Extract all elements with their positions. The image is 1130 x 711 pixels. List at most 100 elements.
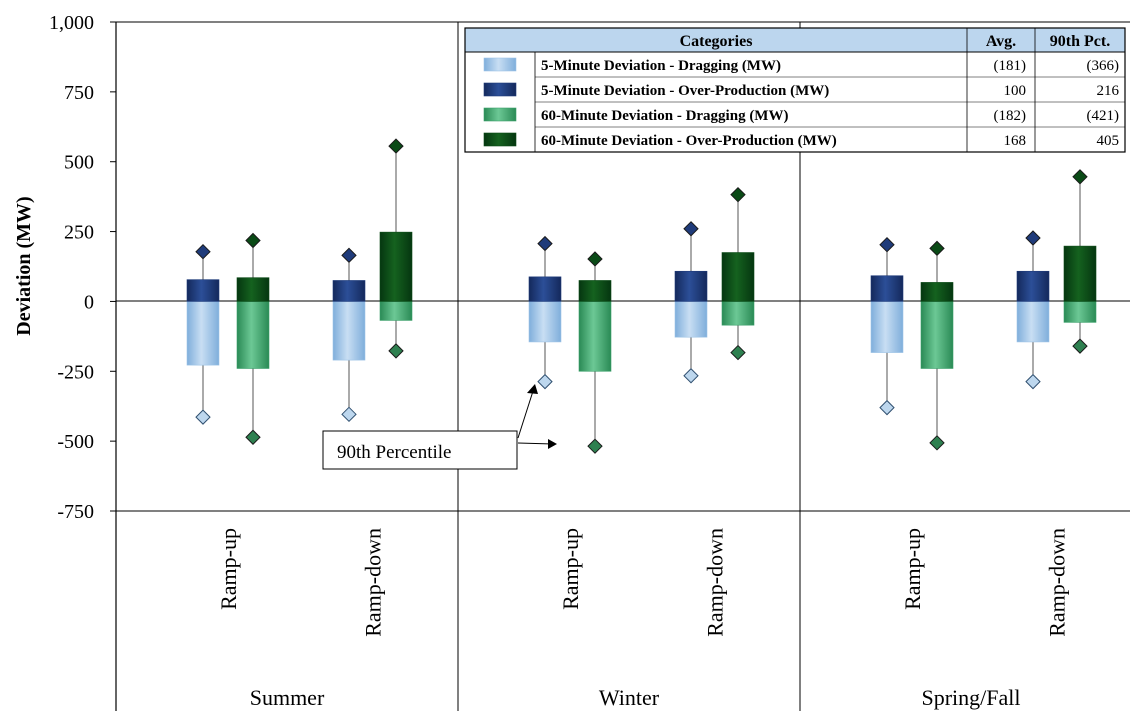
legend-swatch — [483, 82, 517, 97]
legend-p90-value: (421) — [1087, 108, 1120, 124]
bar-summer-ramp-down-s2 — [379, 301, 413, 321]
bar-spring-fall-ramp-up-s3 — [920, 282, 954, 302]
table-border — [464, 27, 1126, 153]
table-header-avg: Avg. — [986, 33, 1016, 50]
p90-marker-spring-fall-ramp-up-s3 — [929, 240, 945, 257]
legend-avg-value: (181) — [994, 58, 1027, 74]
bar-spring-fall-ramp-down-s1 — [1016, 270, 1050, 302]
category-label: Ramp-up — [900, 528, 925, 610]
table-rows: 5-Minute Deviation - Dragging (MW) (181) (… — [483, 57, 1120, 149]
legend-label: 60-Minute Deviation - Dragging (MW) — [541, 108, 788, 124]
bar-winter-ramp-down-s2 — [721, 301, 755, 326]
legend-p90-value: (366) — [1087, 58, 1120, 74]
x-axis-labels: Ramp-up Ramp-down Summer Ramp-up Ramp-down Wi… — [216, 528, 1070, 710]
p90-marker-summer-ramp-up-s1 — [195, 243, 211, 260]
bar-winter-ramp-down-s1 — [674, 270, 708, 302]
legend-label: 5-Minute Deviation - Dragging (MW) — [541, 58, 781, 74]
bar-summer-ramp-down-s1 — [332, 280, 366, 302]
annotation-arrow-2 — [517, 442, 554, 445]
p90-marker-winter-ramp-down-s2 — [730, 344, 746, 361]
bar-winter-ramp-up-s2 — [578, 301, 612, 372]
group-label: Winter — [599, 685, 660, 710]
annotation-arrowhead-2 — [548, 439, 557, 449]
y-tick-label: 0 — [84, 291, 94, 313]
p90-marker-spring-fall-ramp-up-s1 — [879, 236, 895, 253]
annotation-group: 90th Percentile — [322, 384, 557, 470]
y-tick-label: 250 — [64, 222, 94, 244]
p90-marker-winter-ramp-up-s2 — [587, 438, 603, 454]
group-label: Spring/Fall — [921, 685, 1020, 710]
p90-marker-winter-ramp-down-s0 — [683, 368, 699, 384]
p90-marker-winter-ramp-down-s1 — [683, 221, 699, 237]
bar-summer-ramp-down-s3 — [379, 231, 413, 302]
legend-p90-value: 216 — [1097, 83, 1120, 99]
legend-label: 5-Minute Deviation - Over-Production (MW… — [541, 83, 829, 99]
category-label: Ramp-down — [361, 528, 386, 637]
y-tick-label: -500 — [57, 431, 94, 453]
table-header-bg — [465, 28, 1125, 52]
category-label: Ramp-down — [703, 528, 728, 637]
y-tick-label: 1,000 — [49, 12, 94, 34]
bar-winter-ramp-down-s3 — [721, 252, 755, 302]
category-label: Ramp-down — [1045, 528, 1070, 637]
legend-avg-value: (182) — [994, 108, 1027, 124]
p90-marker-summer-ramp-down-s0 — [341, 406, 357, 423]
table-header-categories: Categories — [680, 33, 753, 50]
p90-marker-summer-ramp-down-s2 — [388, 343, 404, 359]
p90-marker-summer-ramp-down-s3 — [388, 138, 404, 154]
y-axis-ticks: 1,000 750 500 250 0 -250 -500 -750 — [49, 12, 116, 523]
annotation-box — [322, 430, 518, 470]
y-tick-label: -250 — [57, 361, 94, 383]
y-tick-label: 500 — [64, 152, 94, 174]
legend-avg-value: 168 — [1004, 133, 1027, 149]
category-label: Ramp-up — [216, 528, 241, 610]
y-axis-label: Deviation (MW) — [13, 196, 35, 335]
bar-summer-ramp-up-s1 — [186, 279, 220, 302]
chart-marks — [186, 138, 1097, 454]
y-tick-label: -750 — [57, 501, 94, 523]
bar-spring-fall-ramp-down-s2 — [1063, 301, 1097, 323]
p90-marker-winter-ramp-up-s0 — [537, 373, 553, 390]
legend-swatch — [483, 57, 517, 72]
legend-avg-value: 100 — [1004, 83, 1027, 99]
bar-summer-ramp-down-s0 — [332, 301, 366, 361]
bar-spring-fall-ramp-down-s3 — [1063, 245, 1097, 302]
annotation-arrowhead-1 — [527, 384, 538, 394]
legend-label: 60-Minute Deviation - Over-Production (M… — [541, 133, 837, 149]
bar-winter-ramp-up-s1 — [528, 276, 562, 302]
legend-table: Categories Avg. 90th Pct. 5-Minute Devia… — [464, 27, 1126, 153]
p90-marker-summer-ramp-up-s3 — [245, 232, 261, 249]
p90-marker-winter-ramp-up-s3 — [587, 251, 603, 267]
annotation-arrow-1 — [517, 387, 535, 439]
p90-marker-spring-fall-ramp-up-s0 — [879, 399, 895, 416]
p90-marker-summer-ramp-up-s0 — [195, 409, 211, 425]
bar-winter-ramp-down-s0 — [674, 301, 708, 338]
annotation-text: 90th Percentile — [337, 442, 452, 463]
legend-p90-value: 405 — [1097, 133, 1120, 149]
bar-spring-fall-ramp-up-s1 — [870, 275, 904, 302]
bar-spring-fall-ramp-up-s0 — [870, 301, 904, 353]
legend-swatch — [483, 107, 517, 122]
bar-spring-fall-ramp-down-s0 — [1016, 301, 1050, 343]
p90-marker-winter-ramp-up-s1 — [537, 235, 553, 252]
bar-winter-ramp-up-s0 — [528, 301, 562, 343]
p90-marker-winter-ramp-down-s3 — [730, 186, 746, 203]
bar-summer-ramp-up-s2 — [236, 301, 270, 369]
p90-marker-spring-fall-ramp-down-s3 — [1072, 169, 1088, 185]
p90-marker-summer-ramp-up-s2 — [245, 429, 261, 445]
bar-summer-ramp-up-s3 — [236, 277, 270, 302]
p90-marker-summer-ramp-down-s1 — [341, 247, 357, 264]
p90-marker-spring-fall-ramp-up-s2 — [929, 435, 945, 451]
bar-spring-fall-ramp-up-s2 — [920, 301, 954, 369]
bar-winter-ramp-up-s3 — [578, 280, 612, 302]
p90-marker-spring-fall-ramp-down-s1 — [1025, 230, 1041, 246]
group-label: Summer — [250, 685, 325, 710]
table-header-p90: 90th Pct. — [1050, 33, 1110, 50]
bar-summer-ramp-up-s0 — [186, 301, 220, 366]
p90-marker-spring-fall-ramp-down-s2 — [1072, 338, 1088, 354]
legend-swatch — [483, 132, 517, 147]
p90-marker-spring-fall-ramp-down-s0 — [1025, 373, 1041, 390]
category-label: Ramp-up — [558, 528, 583, 610]
